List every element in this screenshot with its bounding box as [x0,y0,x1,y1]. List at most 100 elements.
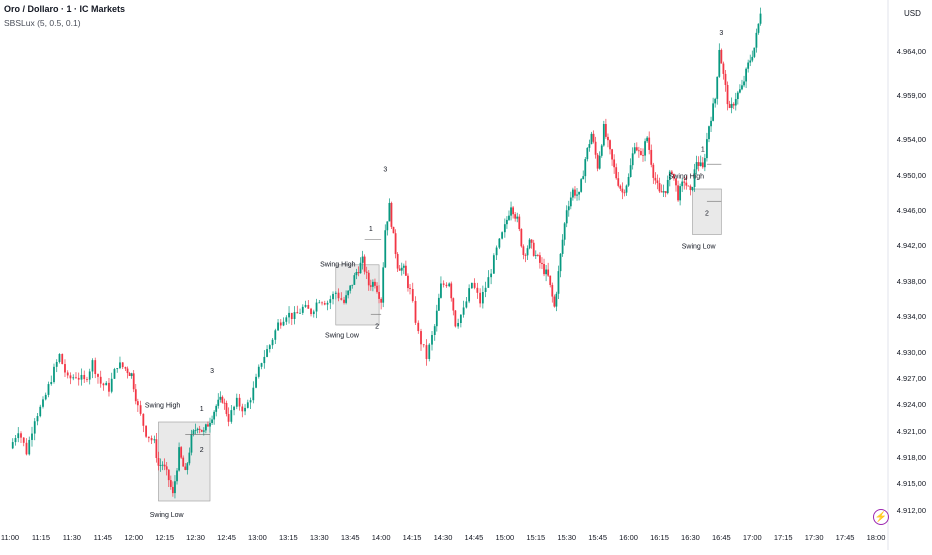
candle-body [334,292,337,294]
x-tick-label: 15:30 [557,533,576,542]
candle-body [526,248,529,256]
candle-body [569,197,572,207]
candle-body [215,405,218,412]
candle-body [656,180,659,184]
candle-body [584,159,587,177]
annotation-label: 3 [719,30,723,37]
candle-body [145,425,147,437]
candle-body [142,413,145,426]
candle-body [450,283,453,299]
candle-body [378,291,380,299]
candle-body [559,253,562,272]
candle-body [741,85,743,90]
y-tick-label: 4.946,00 [897,206,926,215]
x-tick-label: 11:30 [63,533,81,542]
x-tick-label: 15:45 [588,533,607,542]
candle-body [357,272,360,274]
indicator-label[interactable]: SBSLux (5, 0.5, 0.1) [4,18,81,28]
candle-body [701,162,704,168]
candle-body [66,372,69,376]
candle-body [213,411,216,420]
candle-body [607,136,609,141]
x-tick-label: 17:45 [836,533,855,542]
candle-body [312,311,315,315]
candle-body [80,374,83,380]
candle-body [547,269,550,276]
candle-body [627,176,630,186]
candle-body [349,285,352,291]
candle-body [611,149,613,160]
candle-body [422,344,425,346]
candle-body [633,147,636,154]
candle-body [753,47,756,57]
candle-body [371,281,374,287]
candle-body [102,383,105,386]
candle-body [310,308,312,315]
candle-body [524,255,527,256]
candle-body [743,81,745,86]
candle-body [576,194,578,196]
lightning-icon[interactable]: ⚡ [873,509,889,525]
candle-body [510,207,512,216]
candle-body [481,291,484,304]
candle-body [689,186,692,191]
candle-body [414,300,417,323]
candle-body [83,374,86,380]
candle-body [211,419,213,423]
candle-body [263,356,266,364]
candle-body [198,428,201,430]
currency-label[interactable]: USD [904,9,921,18]
candle-body [716,76,719,99]
candle-body [520,229,523,247]
candle-body [121,362,124,368]
candle-body [563,223,566,240]
candle-body [25,442,28,455]
candle-body [386,221,389,231]
candle-body [110,378,113,392]
y-tick-label: 4.927,00 [897,374,926,383]
candle-body [277,322,279,331]
annotation-label: 1 [701,147,705,154]
candle-body [452,298,455,311]
candle-body [321,302,323,304]
candle-body [186,463,189,470]
candle-body [376,285,378,292]
symbol-title[interactable]: Oro / Dollaro · 1 · IC Markets [4,4,126,14]
candle-body [20,433,22,438]
candle-body [619,185,622,189]
candle-body [691,186,694,191]
candle-body [77,377,80,380]
candle-body [223,402,226,404]
annotation-label: 1 [369,226,373,233]
candle-body [221,396,224,403]
candle-body [437,297,440,311]
candle-body [167,469,170,481]
candle-body [304,304,307,307]
candle-body [134,389,137,402]
x-tick-label: 14:45 [465,533,484,542]
candle-body [722,63,725,74]
x-tick-label: 16:30 [681,533,700,542]
candle-body [165,466,168,470]
candle-body [565,210,568,224]
candle-body [572,189,574,198]
candle-body [736,92,739,100]
x-tick-label: 14:30 [434,533,453,542]
candle-body [594,141,597,155]
candle-body [660,191,663,193]
candle-body [108,382,110,392]
candle-body [402,265,405,268]
candle-body [745,68,747,82]
annotation-label: 2 [200,447,204,454]
candle-body [718,49,721,77]
candle-body [617,178,620,186]
candle-body [293,312,296,319]
candle-body [238,397,241,407]
candle-body [470,282,473,289]
candle-body [751,56,754,61]
candle-body [514,214,517,219]
candle-body [501,232,504,239]
candle-body [759,13,762,24]
